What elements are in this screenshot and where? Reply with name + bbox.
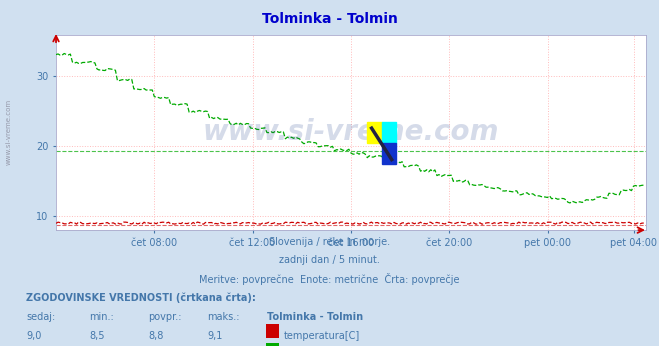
Text: Slovenija / reke in morje.: Slovenija / reke in morje. xyxy=(269,237,390,247)
Text: povpr.:: povpr.: xyxy=(148,312,182,322)
Text: Meritve: povprečne  Enote: metrične  Črta: povprečje: Meritve: povprečne Enote: metrične Črta:… xyxy=(199,273,460,285)
Text: temperatura[C]: temperatura[C] xyxy=(283,331,360,342)
Bar xyxy=(367,122,382,143)
Text: sedaj:: sedaj: xyxy=(26,312,55,322)
Text: 8,5: 8,5 xyxy=(89,331,105,342)
Text: 9,0: 9,0 xyxy=(26,331,42,342)
Text: Tolminka - Tolmin: Tolminka - Tolmin xyxy=(267,312,363,322)
Text: maks.:: maks.: xyxy=(208,312,240,322)
Bar xyxy=(382,143,396,164)
Text: zadnji dan / 5 minut.: zadnji dan / 5 minut. xyxy=(279,255,380,265)
Text: 9,1: 9,1 xyxy=(208,331,223,342)
Text: www.si-vreme.com: www.si-vreme.com xyxy=(203,118,499,146)
Text: 8,8: 8,8 xyxy=(148,331,163,342)
Text: Tolminka - Tolmin: Tolminka - Tolmin xyxy=(262,12,397,26)
Text: www.si-vreme.com: www.si-vreme.com xyxy=(5,98,12,165)
Bar xyxy=(382,122,396,143)
Text: ZGODOVINSKE VREDNOSTI (črtkana črta):: ZGODOVINSKE VREDNOSTI (črtkana črta): xyxy=(26,292,256,303)
Text: min.:: min.: xyxy=(89,312,114,322)
